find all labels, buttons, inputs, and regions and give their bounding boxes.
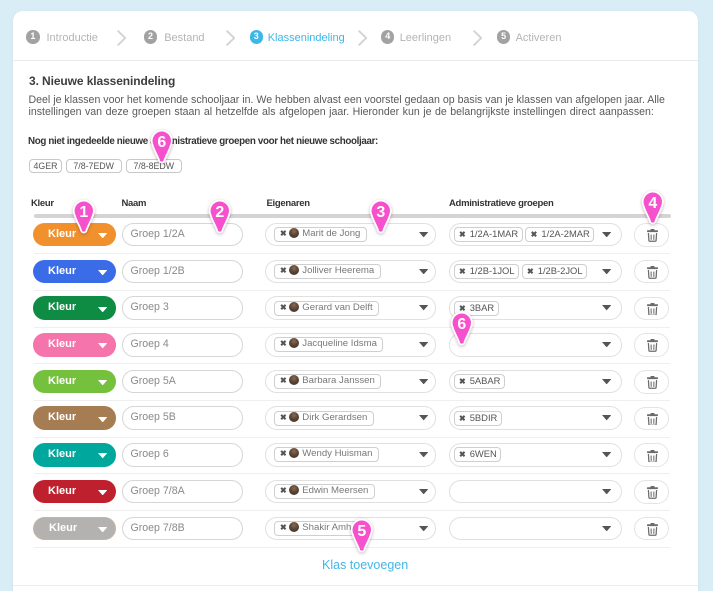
- svg-text:5: 5: [358, 524, 367, 541]
- svg-text:4: 4: [648, 195, 657, 212]
- svg-text:6: 6: [458, 316, 467, 333]
- svg-text:6: 6: [158, 134, 167, 151]
- svg-text:2: 2: [215, 204, 224, 221]
- svg-text:1: 1: [79, 204, 88, 221]
- svg-text:3: 3: [376, 204, 385, 221]
